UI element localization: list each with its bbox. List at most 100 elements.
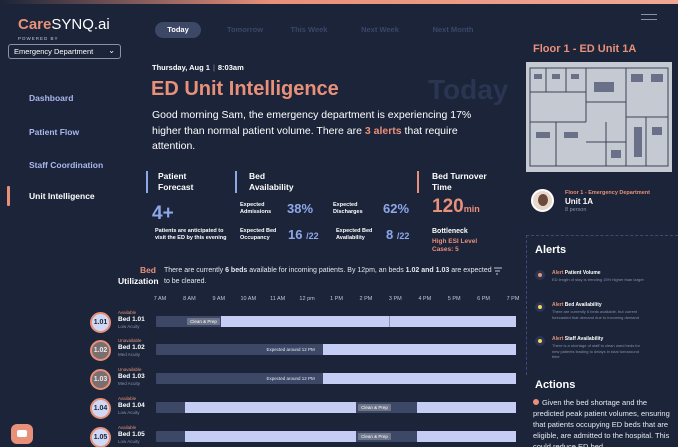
bed-status: Unavailable — [118, 338, 142, 343]
time-label: 9 AM — [212, 296, 226, 302]
time-label: 6 PM — [477, 296, 490, 302]
greeting: Good morning Sam, the emergency departme… — [152, 109, 472, 152]
bed-utilization-note: There are currently 6 beds available for… — [164, 267, 492, 285]
bed-row[interactable]: 1.04 Available Bed 1.04 Low Acuity Clean & P… — [88, 396, 518, 420]
bed-name: Bed 1.05 — [118, 431, 145, 438]
bed-timeline-track[interactable]: Clean & Prep — [156, 431, 516, 442]
date-time: Thursday, Aug 1 | 8:03am — [152, 63, 244, 72]
bed-row[interactable]: 1.02 Unavailable Bed 1.02 Med Acuity Expecte… — [88, 338, 518, 362]
time-label: 10 AM — [240, 296, 257, 302]
alerts-panel — [526, 235, 678, 375]
alert-description: ED length of stay is trending 15% higher… — [552, 277, 644, 282]
sidebar-item-patient-flow[interactable]: Patient Flow — [29, 127, 80, 137]
alert-dot-icon — [535, 270, 545, 280]
bed-timeline-track[interactable]: Clean & Prep — [156, 402, 516, 413]
bed-status: Available — [118, 425, 137, 430]
bed-status: Available — [118, 396, 137, 401]
bed-status: Available — [118, 310, 137, 315]
bed-name: Bed 1.03 — [118, 373, 145, 380]
sidebar-item-unit-intelligence[interactable]: Unit Intelligence — [0, 185, 132, 207]
sidebar-item-dashboard[interactable]: Dashboard — [29, 93, 74, 103]
bed-row[interactable]: 1.03 Unavailable Bed 1.03 Med Acuity Expecte… — [88, 367, 518, 391]
floor-plan-map[interactable] — [526, 62, 672, 172]
time-label: 5 PM — [447, 296, 461, 302]
tab-this-week[interactable]: This Week — [290, 25, 328, 34]
floor-title: Floor 1 - ED Unit 1A — [533, 43, 637, 55]
bed-acuity: Med Acuity — [118, 381, 141, 386]
actions-text: Given the bed shortage and the predicted… — [533, 398, 670, 447]
bed-availability-bar — [221, 316, 516, 327]
menu-icon[interactable] — [641, 14, 657, 20]
exp-discharges-label: Expected Discharges — [333, 202, 363, 215]
turnover-accent — [417, 171, 419, 193]
bed-name: Bed 1.04 — [118, 402, 145, 409]
bed-avail-label: Expected Bed Availability — [336, 228, 373, 241]
time-label: 4 PM — [418, 296, 432, 302]
top-accent-bar — [0, 0, 678, 4]
alert-dot-core — [538, 339, 542, 343]
turnover-title: Bed Turnover Time — [432, 171, 487, 192]
bed-availability-bar — [323, 373, 516, 384]
bed-number-badge: 1.05 — [90, 427, 111, 447]
ghost-watermark: Today — [428, 74, 509, 105]
bed-utilization-title: Bed Utilization — [118, 265, 159, 286]
bed-timeline-track[interactable]: Expected around 12 PM — [156, 373, 516, 384]
bed-timeline-divider — [388, 316, 390, 327]
alert-dot-icon — [535, 302, 545, 312]
bed-acuity: Low Acuity — [118, 439, 140, 444]
app-logo[interactable]: CareSYNQ.ai — [18, 16, 110, 33]
bottleneck-cases: Cases: 5 — [432, 246, 459, 253]
alert-dot-icon — [535, 336, 545, 346]
bed-row[interactable]: 1.05 Available Bed 1.05 Low Acuity Clean & P… — [88, 425, 518, 447]
bed-availability-bar — [185, 402, 357, 413]
alerts-title: Alerts — [535, 244, 567, 256]
bed-avail-value: 8 /22 — [386, 227, 410, 242]
bed-event-label: Expected around 12 PM — [266, 376, 315, 381]
chat-icon[interactable] — [11, 424, 33, 444]
bed-acuity: Low Acuity — [118, 324, 140, 329]
avatar[interactable] — [531, 189, 554, 212]
time-label: 1 PM — [330, 296, 343, 302]
bed-number-badge: 1.03 — [90, 369, 111, 390]
sidebar-item-staff-coordination[interactable]: Staff Coordination — [29, 160, 104, 170]
time-label: 8 AM — [183, 296, 196, 302]
bottleneck-value: High ESI Level — [432, 238, 478, 245]
alert-dot-core — [538, 305, 542, 309]
tab-today[interactable]: Today — [155, 22, 201, 38]
bed-availability-bar — [417, 431, 516, 442]
tab-next-week[interactable]: Next Week — [361, 25, 399, 34]
forecast-title: Patient Forecast — [158, 171, 194, 192]
department-select[interactable]: Emergency Department ⌄ — [8, 44, 121, 59]
alert-dot-core — [538, 273, 542, 277]
bed-event-label: Clean & Prep — [357, 404, 392, 411]
chevron-down-icon: ⌄ — [108, 46, 115, 55]
time-label: 11 AM — [270, 296, 286, 302]
forecast-accent — [146, 171, 148, 193]
alert-title: Alert Patient Volume — [552, 270, 601, 276]
bed-acuity: Low Acuity — [118, 410, 140, 415]
alert-title: Alert Staff Availability — [552, 336, 604, 342]
time-label: 7 AM — [153, 296, 167, 302]
bed-availability-bar — [417, 402, 516, 413]
tab-tomorrow[interactable]: Tomorrow — [226, 25, 264, 34]
bed-timeline-track[interactable]: Clean & Prep — [156, 316, 516, 327]
tab-next-month[interactable]: Next Month — [432, 25, 474, 34]
bed-name: Bed 1.01 — [118, 316, 145, 323]
bed-timeline-track[interactable]: Expected around 12 PM — [156, 344, 516, 355]
availability-title: Bed Availability — [249, 171, 294, 192]
exp-admissions-label: Expected Admissions — [240, 202, 272, 215]
bottleneck-label: Bottleneck — [432, 228, 468, 235]
forecast-value: 4+ — [152, 203, 174, 224]
bed-status: Unavailable — [118, 367, 142, 372]
bed-event-label: Clean & Prep — [186, 318, 221, 325]
occupancy-value: 16 /22 — [288, 227, 319, 242]
page-title: ED Unit Intelligence — [151, 78, 339, 100]
bed-number-badge: 1.01 — [90, 312, 111, 333]
time-label: 12 pm — [299, 296, 315, 302]
bullet-icon — [533, 399, 539, 405]
bed-row[interactable]: 1.01 Available Bed 1.01 Low Acuity Clean & P… — [88, 310, 518, 334]
alert-title: Alert Bed Availability — [552, 302, 602, 308]
sort-filter-icon[interactable] — [493, 266, 503, 276]
sidebar: CareSYNQ.ai POWERED BY Emergency Departm… — [0, 4, 132, 447]
location-line-3: 8 person — [565, 207, 587, 213]
